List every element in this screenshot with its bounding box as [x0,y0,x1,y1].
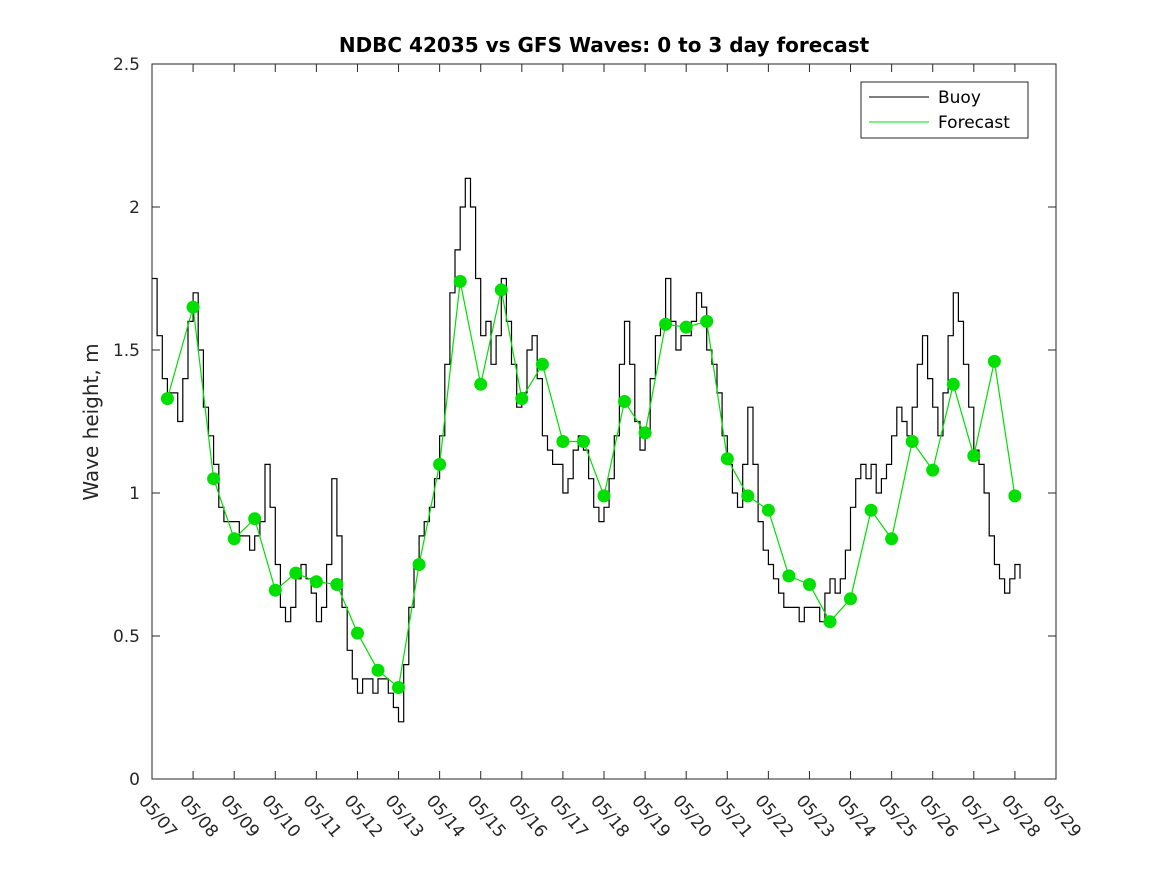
y-tick-label: 0 [129,770,140,790]
forecast-point [597,489,611,503]
forecast-point [782,569,796,583]
forecast-point [556,435,570,448]
forecast-point [700,314,714,328]
forecast-point [453,274,467,288]
forecast-point [946,377,960,391]
series-line-buoy [152,177,1021,723]
legend-buoy-label: Buoy [938,88,981,108]
y-tick-label: 1 [129,484,140,504]
series-layer [152,177,1022,723]
forecast-point [535,357,549,371]
forecast-point [864,503,878,517]
forecast-point [186,300,200,314]
forecast-point [474,377,488,391]
forecast-point [905,435,919,448]
y-tick-label: 0.5 [113,627,140,647]
y-tick-label: 2 [129,198,140,218]
forecast-point [987,354,1001,368]
forecast-point [289,566,303,580]
forecast-point [844,592,857,606]
forecast-point [371,663,385,677]
forecast-point [494,283,508,297]
legend-box [860,81,1029,139]
chart-title: NDBC 42035 vs GFS Waves: 0 to 3 day fore… [339,33,870,57]
forecast-point [248,512,262,526]
forecast-point [1008,489,1022,503]
forecast-point [515,392,529,406]
forecast-point [412,558,426,571]
forecast-point [659,317,673,331]
forecast-point [823,615,837,629]
forecast-point [720,452,734,466]
forecast-point [433,457,447,471]
y-axis: 0 0.5 1 1.5 2 2.5 [113,55,1056,790]
forecast-point [741,489,755,503]
forecast-point [638,426,652,440]
forecast-point [577,435,590,448]
forecast-point [618,395,631,408]
legend-forecast-label: Forecast [938,113,1010,133]
plot-area [151,63,1057,780]
forecast-point [268,583,282,597]
forecast-point [392,681,405,694]
forecast-point [761,503,775,517]
forecast-point [330,578,344,591]
forecast-point [207,472,221,486]
forecast-point [803,578,816,591]
forecast-point [227,532,241,546]
forecast-point [679,320,693,334]
forecast-point [351,626,364,640]
forecast-point [885,532,899,546]
y-tick-label: 2.5 [113,55,140,75]
y-axis-label: Wave height, m [79,343,103,500]
forecast-point [926,463,940,477]
legend: Buoy Forecast [860,81,1029,139]
forecast-point [967,449,981,463]
forecast-point [160,392,174,406]
y-tick-label: 1.5 [113,341,140,361]
forecast-point [309,575,323,589]
